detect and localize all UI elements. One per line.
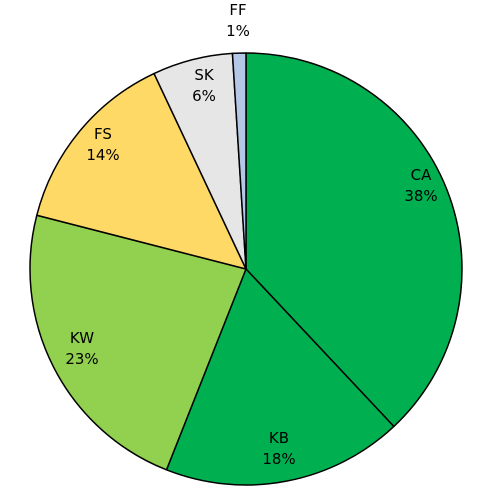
slice-label-ff: FF bbox=[229, 1, 246, 19]
slice-label-ca: CA bbox=[411, 166, 432, 184]
pie-slice-fs bbox=[36, 72, 247, 270]
pie-slice-ff bbox=[231, 52, 247, 270]
slice-label-kw: KW bbox=[70, 329, 94, 347]
slice-label-fs: FS bbox=[94, 125, 112, 143]
slice-value-kb: 18% bbox=[262, 450, 295, 468]
slice-value-ff: 1% bbox=[226, 22, 250, 40]
slice-label-sk: SK bbox=[194, 66, 215, 84]
slice-value-ca: 38% bbox=[404, 187, 437, 205]
slice-label-kb: KB bbox=[269, 429, 289, 447]
slice-value-fs: 14% bbox=[86, 146, 119, 164]
pie-labels: CA 38% KB 18% KW 23% FS 14% SK 6% FF 1% bbox=[65, 1, 437, 468]
pie-slice-ca bbox=[245, 52, 463, 428]
pie-slice-kw bbox=[29, 214, 247, 471]
pie-slices bbox=[29, 52, 463, 486]
slice-value-sk: 6% bbox=[192, 87, 216, 105]
pie-slice-kb bbox=[165, 268, 395, 486]
slice-value-kw: 23% bbox=[65, 350, 98, 368]
